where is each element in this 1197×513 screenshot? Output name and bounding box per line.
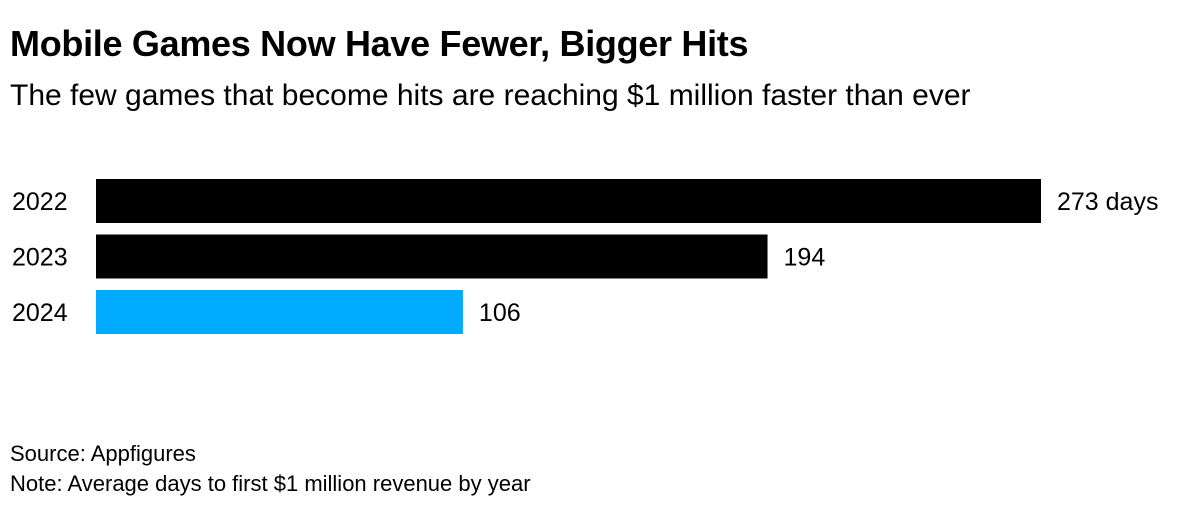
chart-subtitle: The few games that become hits are reach… (10, 79, 971, 112)
footnote: Note: Average days to first $1 million r… (10, 471, 531, 496)
category-label-2023: 2023 (12, 244, 68, 272)
category-label-2022: 2022 (12, 188, 68, 216)
chart-title: Mobile Games Now Have Fewer, Bigger Hits (10, 23, 749, 64)
bar-2024 (96, 290, 463, 334)
bar-2022 (96, 179, 1041, 223)
category-label-2024: 2024 (12, 299, 68, 327)
value-label-2023: 194 (784, 244, 826, 272)
bar-2023 (96, 234, 768, 279)
bar-chart: 2022 273 days 2023 194 2024 106 (12, 179, 1158, 334)
value-label-2022: 273 days (1057, 188, 1158, 216)
value-label-2024: 106 (479, 299, 521, 327)
source-note: Source: Appfigures (10, 441, 196, 466)
